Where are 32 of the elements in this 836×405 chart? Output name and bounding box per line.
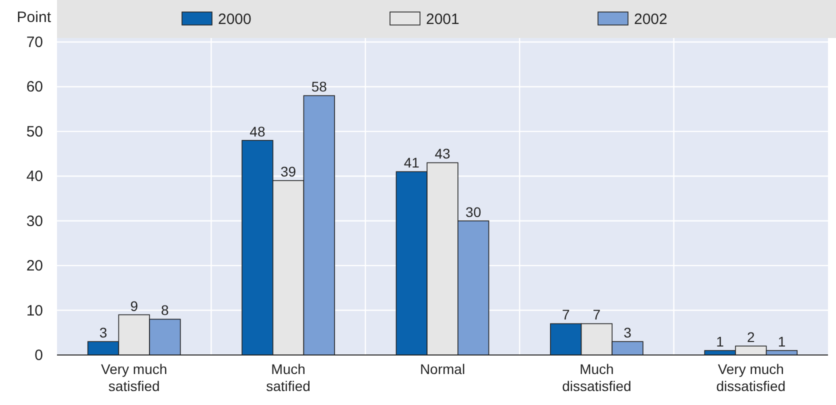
x-tick-label: Normal bbox=[420, 361, 466, 377]
y-tick-label: 50 bbox=[26, 123, 43, 140]
legend-label: 2002 bbox=[634, 11, 668, 28]
data-label: 41 bbox=[404, 154, 420, 171]
data-label: 2 bbox=[747, 329, 755, 346]
x-tick-label: Very much satisfied bbox=[101, 361, 168, 394]
y-tick-label: 60 bbox=[26, 78, 43, 96]
data-label: 1 bbox=[778, 334, 786, 350]
y-tick-label: 70 bbox=[26, 34, 43, 51]
y-tick-label: 10 bbox=[26, 302, 43, 320]
data-label: 39 bbox=[280, 164, 296, 180]
data-label: 43 bbox=[434, 146, 450, 162]
data-label: 1 bbox=[716, 334, 724, 350]
y-tick-label: 20 bbox=[26, 258, 43, 275]
y-tick-label: 0 bbox=[34, 347, 43, 364]
data-label: 7 bbox=[592, 306, 601, 323]
data-label: 8 bbox=[161, 302, 170, 318]
legend-label: 2001 bbox=[426, 11, 460, 28]
data-label: 3 bbox=[99, 324, 108, 341]
data-label: 7 bbox=[562, 306, 570, 323]
y-tick-label: 30 bbox=[26, 212, 43, 230]
x-tick-label: Much satified bbox=[266, 361, 310, 394]
legend-label: 2000 bbox=[218, 11, 252, 28]
x-tick-label: Very much dissatisfied bbox=[716, 361, 786, 394]
x-tick-label: Much dissatisfied bbox=[562, 361, 632, 394]
y-axis-title: Point bbox=[16, 9, 52, 26]
data-label: 30 bbox=[466, 204, 482, 220]
y-tick-label: 40 bbox=[26, 168, 43, 186]
data-label: 48 bbox=[250, 123, 266, 140]
data-label: 58 bbox=[311, 78, 328, 95]
data-label: 9 bbox=[130, 298, 138, 314]
data-label: 3 bbox=[624, 324, 632, 341]
